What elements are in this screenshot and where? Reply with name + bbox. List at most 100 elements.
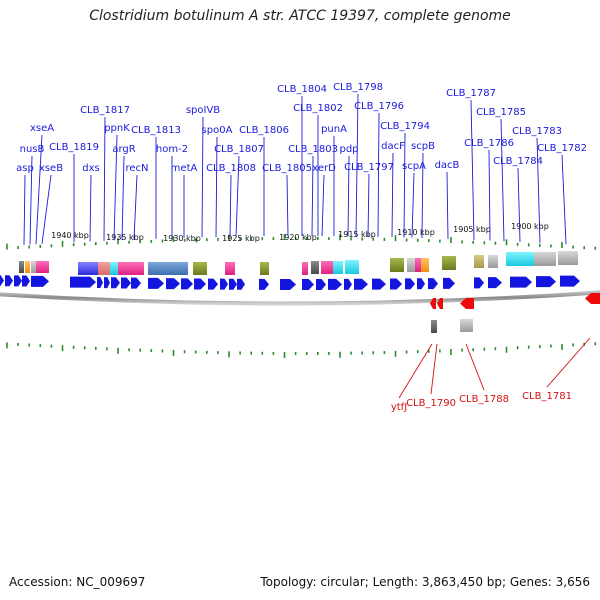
cog-box bbox=[118, 262, 128, 275]
forward-gene-arrow bbox=[229, 278, 237, 290]
gene-label[interactable]: CLB_1804 bbox=[277, 84, 327, 95]
gene-label[interactable]: CLB_1790 bbox=[406, 398, 456, 409]
gene-label[interactable]: recN bbox=[125, 163, 148, 174]
gene-label[interactable]: dacF bbox=[381, 141, 405, 152]
gene-label[interactable]: pdp bbox=[339, 144, 358, 155]
gene-label[interactable]: CLB_1784 bbox=[493, 156, 543, 167]
gene-label[interactable]: CLB_1805 bbox=[262, 163, 312, 174]
forward-gene-arrow bbox=[97, 277, 103, 288]
forward-gene-arrow bbox=[344, 278, 352, 290]
leader-line bbox=[229, 174, 232, 237]
gene-label[interactable]: xerD bbox=[312, 163, 336, 174]
reverse-gene-arrow bbox=[430, 298, 436, 309]
cog-box bbox=[333, 261, 343, 274]
gene-label[interactable]: CLB_1797 bbox=[344, 162, 394, 173]
gene-label[interactable]: xseA bbox=[30, 123, 54, 134]
gene-label[interactable]: CLB_1782 bbox=[537, 143, 587, 154]
gene-label[interactable]: hom-2 bbox=[156, 144, 188, 155]
leader-line bbox=[517, 167, 521, 242]
forward-gene-arrow bbox=[259, 278, 269, 290]
cog-box bbox=[321, 261, 333, 274]
forward-gene-arrow bbox=[166, 278, 180, 290]
gene-label[interactable]: CLB_1788 bbox=[459, 394, 509, 405]
cog-box bbox=[558, 251, 578, 265]
scale-label: 1905 kbp bbox=[453, 225, 491, 234]
gene-label[interactable]: CLB_1787 bbox=[446, 88, 496, 99]
leader-line bbox=[235, 155, 240, 237]
gene-label[interactable]: nusB bbox=[20, 144, 45, 155]
gene-label[interactable]: scpB bbox=[411, 141, 435, 152]
gene-label[interactable]: dxs bbox=[82, 163, 99, 174]
forward-gene-arrow bbox=[104, 277, 110, 289]
leader-line bbox=[35, 134, 43, 245]
gene-label[interactable]: asp bbox=[16, 163, 34, 174]
gene-label[interactable]: CLB_1813 bbox=[131, 125, 181, 136]
forward-gene-arrow bbox=[148, 277, 164, 289]
gene-label[interactable]: scpA bbox=[402, 161, 426, 172]
forward-gene-arrow bbox=[111, 277, 120, 289]
gene-label[interactable]: CLB_1802 bbox=[293, 103, 343, 114]
gene-label[interactable]: spo0A bbox=[202, 125, 233, 136]
gene-label[interactable]: xseB bbox=[39, 163, 63, 174]
leader-line bbox=[201, 116, 204, 238]
cog-box bbox=[31, 261, 36, 273]
leader-line bbox=[430, 343, 438, 395]
gene-label[interactable]: CLB_1781 bbox=[522, 391, 572, 402]
gene-label[interactable]: CLB_1786 bbox=[464, 138, 514, 149]
forward-gene-arrow bbox=[70, 276, 96, 288]
gene-label[interactable]: spoIVB bbox=[186, 105, 220, 116]
bottom-label-leaders bbox=[398, 337, 591, 399]
cog-box bbox=[110, 262, 118, 275]
cog-box bbox=[460, 319, 473, 332]
gene-label[interactable]: CLB_1803 bbox=[288, 144, 338, 155]
gene-label[interactable]: CLB_1817 bbox=[80, 105, 130, 116]
reverse-genes[interactable] bbox=[430, 293, 600, 309]
genome-title: Clostridium botulinum A str. ATCC 19397,… bbox=[89, 8, 511, 24]
forward-gene-arrow bbox=[194, 278, 206, 290]
scale-label: 1930 kbp bbox=[163, 234, 201, 243]
genome-backbone bbox=[0, 290, 600, 306]
cog-box bbox=[302, 262, 308, 275]
leader-line bbox=[546, 337, 591, 388]
gene-label[interactable]: ytfJ bbox=[391, 402, 407, 413]
leader-line bbox=[446, 171, 449, 239]
cog-box bbox=[415, 258, 421, 272]
gene-label[interactable]: CLB_1783 bbox=[512, 126, 562, 137]
forward-gene-arrow bbox=[328, 278, 342, 290]
forward-gene-arrow bbox=[316, 278, 326, 290]
scale-label: 1920 kbp bbox=[279, 233, 317, 242]
gene-label[interactable]: metA bbox=[171, 163, 198, 174]
forward-gene-arrow bbox=[208, 278, 218, 290]
leader-line bbox=[561, 154, 567, 245]
gene-label[interactable]: CLB_1798 bbox=[333, 82, 383, 93]
gene-label[interactable]: CLB_1796 bbox=[354, 101, 404, 112]
forward-gene-arrow bbox=[220, 278, 228, 290]
leader-line bbox=[321, 174, 325, 237]
gene-label[interactable]: punA bbox=[321, 124, 347, 135]
cog-box bbox=[78, 262, 98, 275]
gene-label[interactable]: argR bbox=[112, 144, 135, 155]
forward-genes[interactable] bbox=[0, 275, 580, 290]
scale-label: 1940 kbp bbox=[51, 231, 89, 240]
gene-label[interactable]: CLB_1819 bbox=[49, 142, 99, 153]
gene-label[interactable]: CLB_1808 bbox=[206, 163, 256, 174]
gene-label[interactable]: ppnK bbox=[104, 123, 130, 134]
leader-line bbox=[536, 137, 541, 243]
cog-box bbox=[488, 255, 498, 268]
gene-label[interactable]: CLB_1794 bbox=[380, 121, 430, 132]
accession-text: Accession: NC_009697 bbox=[9, 575, 146, 589]
forward-gene-arrow bbox=[0, 275, 4, 286]
leader-line bbox=[311, 155, 314, 237]
gene-label[interactable]: CLB_1806 bbox=[239, 125, 289, 136]
gene-label[interactable]: CLB_1785 bbox=[476, 107, 526, 118]
forward-gene-arrow bbox=[417, 278, 425, 290]
forward-gene-arrow bbox=[14, 275, 22, 287]
scale-label: 1900 kbp bbox=[511, 222, 549, 231]
forward-gene-arrow bbox=[354, 278, 368, 290]
gene-label[interactable]: CLB_1807 bbox=[214, 144, 264, 155]
gene-label[interactable]: dacB bbox=[435, 160, 460, 171]
cog-box bbox=[98, 262, 110, 275]
